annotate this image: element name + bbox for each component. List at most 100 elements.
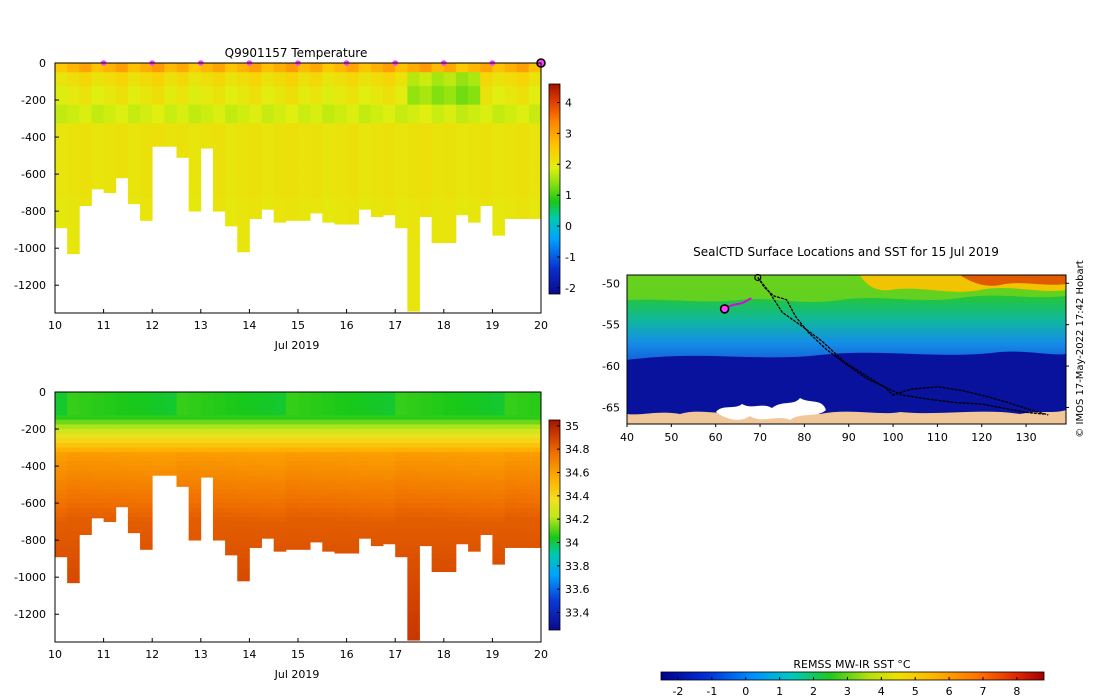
profile-cell <box>298 530 311 536</box>
profile-cell <box>103 90 117 96</box>
profile-cell <box>407 577 420 583</box>
profile-cell <box>443 118 457 124</box>
profile-cell <box>164 470 177 476</box>
profile-cell <box>164 415 177 421</box>
profile-column <box>188 63 202 212</box>
profile-cell <box>249 104 262 110</box>
profile-cell <box>370 164 384 170</box>
profile-cell <box>431 461 445 467</box>
profile-cell <box>358 90 372 96</box>
profile-cell <box>188 183 202 189</box>
profile-cell <box>164 452 177 458</box>
profile-cell <box>468 405 481 411</box>
profile-cell <box>298 438 311 444</box>
profile-cell <box>346 484 360 490</box>
profile-cell <box>249 123 262 129</box>
profile-cell <box>310 530 323 536</box>
profile-cell <box>346 132 360 138</box>
profile-cell <box>152 410 165 416</box>
profile-cell <box>188 178 202 184</box>
profile-cell <box>480 81 493 87</box>
profile-cell <box>55 164 68 170</box>
profile-cell <box>298 535 311 541</box>
profile-cell <box>383 512 396 518</box>
profile-cell <box>273 211 287 217</box>
profile-cell <box>273 109 287 115</box>
profile-cell <box>407 591 420 597</box>
profile-cell <box>395 100 408 106</box>
profile-cell <box>383 447 396 453</box>
profile-cell <box>528 183 542 189</box>
profile-cell <box>516 150 530 156</box>
profile-cell <box>370 461 384 467</box>
profile-cell <box>298 100 311 106</box>
profile-cell <box>212 132 226 138</box>
profile-cell <box>188 141 202 147</box>
profile-cell <box>91 410 104 416</box>
profile-cell <box>383 419 396 425</box>
profile-cell <box>468 183 481 189</box>
profile-cell <box>212 100 226 106</box>
profile-cell <box>407 526 420 532</box>
profile-cell <box>152 466 165 472</box>
profile-cell <box>212 493 226 499</box>
profile-cell <box>140 433 153 439</box>
profile-cell <box>468 396 481 402</box>
profile-cell <box>261 100 275 106</box>
profile-cell <box>298 470 311 476</box>
profile-cell <box>176 95 190 101</box>
profile-cell <box>298 442 311 448</box>
profile-cell <box>370 470 384 476</box>
x-tick-label: 10 <box>48 648 62 661</box>
profile-cell <box>468 526 481 532</box>
profile-cell <box>91 146 104 152</box>
profile-cell <box>67 461 80 467</box>
profile-cell <box>528 197 542 203</box>
profile-cell <box>188 452 202 458</box>
profile-cell <box>455 104 469 110</box>
profile-cell <box>212 95 226 101</box>
profile-cell <box>249 433 262 439</box>
profile-cell <box>188 401 202 407</box>
x-tick-label: 13 <box>194 319 208 332</box>
profile-cell <box>127 484 141 490</box>
profile-cell <box>237 215 250 221</box>
profile-cell <box>79 127 92 133</box>
profile-column <box>200 63 214 149</box>
profile-cell <box>79 197 92 203</box>
profile-cell <box>164 438 177 444</box>
profile-cell <box>79 415 92 421</box>
profile-cell <box>468 192 481 198</box>
profile-cell <box>152 447 165 453</box>
profile-cell <box>285 470 299 476</box>
colorbar-tick-label: 0 <box>565 220 572 233</box>
profile-cell <box>516 475 530 481</box>
profile-column <box>431 63 445 244</box>
profile-cell <box>383 164 396 170</box>
profile-cell <box>225 415 238 421</box>
profile-cell <box>285 419 299 425</box>
profile-cell <box>468 164 481 170</box>
x-tick-label: 13 <box>194 648 208 661</box>
profile-cell <box>176 401 190 407</box>
profile-cell <box>103 183 117 189</box>
profile-cell <box>310 100 323 106</box>
profile-cell <box>528 95 542 101</box>
profile-cell <box>212 410 226 416</box>
profile-cell <box>419 109 433 115</box>
profile-cell <box>322 535 335 541</box>
y-tick-label: -1200 <box>14 279 46 292</box>
profile-cell <box>225 438 238 444</box>
profile-cell <box>334 141 347 147</box>
profile-cell <box>395 521 408 527</box>
profile-cell <box>468 146 481 152</box>
profile-cell <box>528 76 542 82</box>
profile-cell <box>261 201 275 207</box>
profile-cell <box>79 503 92 509</box>
profile-cell <box>273 146 287 152</box>
profile-cell <box>103 410 117 416</box>
profile-cell <box>334 429 347 435</box>
profile-cell <box>455 76 469 82</box>
profile-cell <box>431 530 445 536</box>
profile-cell <box>419 507 433 513</box>
